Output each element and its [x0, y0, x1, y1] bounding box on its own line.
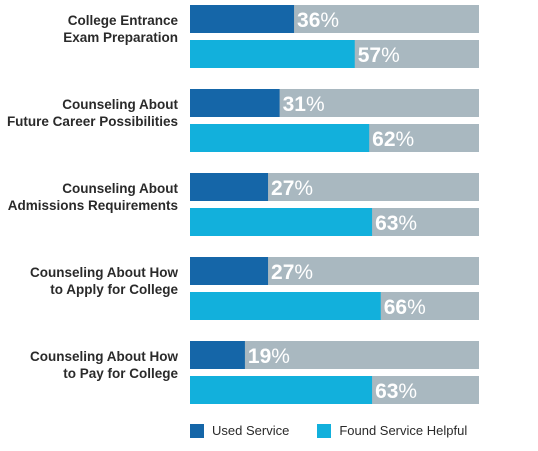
- bar-used-service-5: [190, 341, 245, 369]
- legend-item-used-service: Used Service: [190, 423, 289, 438]
- category-label-5-line-1: Counseling About How: [30, 349, 178, 364]
- bar-found-service-helpful-5: [190, 376, 373, 404]
- data-label-found-service-helpful-4: 66%: [384, 296, 426, 319]
- data-label-found-service-helpful-1: 57%: [358, 44, 400, 67]
- data-label-found-service-helpful-5: 63%: [375, 380, 417, 403]
- data-label-found-service-helpful-2: 62%: [372, 128, 414, 151]
- chart: College Entrance Exam Preparation 36% 57% Co…: [7, 5, 479, 404]
- legend-label-used-service: Used Service: [212, 423, 290, 438]
- data-label-used-service-3: 27%: [271, 177, 313, 200]
- bar-used-service-1: [190, 5, 295, 33]
- bar-used-service-3: [190, 173, 269, 201]
- data-label-found-service-helpful-3: 63%: [375, 212, 417, 235]
- category-label-5-line-2: to Pay for College: [63, 366, 178, 381]
- category-label-1-line-1: College Entrance: [68, 13, 179, 28]
- legend-item-found-service-helpful: Found Service Helpful: [317, 423, 467, 438]
- data-label-used-service-5: 19%: [248, 345, 290, 368]
- category-label-1-line-2: Exam Preparation: [63, 30, 178, 45]
- legend-swatch-used-service: [190, 423, 204, 438]
- category-label-2-line-1: Counseling About: [62, 97, 178, 112]
- category-label-2-line-2: Future Career Possibilities: [7, 114, 178, 129]
- legend-label-found-service-helpful: Found Service Helpful: [339, 423, 468, 438]
- data-label-used-service-2: 31%: [283, 93, 325, 116]
- data-label-used-service-1: 36%: [297, 9, 339, 32]
- category-label-3-line-2: Admissions Requirements: [8, 198, 178, 213]
- bar-found-service-helpful-2: [190, 124, 370, 152]
- legend: Used Service Found Service Helpful: [190, 423, 495, 438]
- bar-found-service-helpful-4: [190, 292, 381, 320]
- category-label-4-line-1: Counseling About How: [30, 265, 178, 280]
- category-label-3-line-1: Counseling About: [62, 181, 178, 196]
- legend-swatch-found-service-helpful: [317, 423, 332, 438]
- bar-found-service-helpful-1: [190, 40, 355, 68]
- bar-found-service-helpful-3: [190, 208, 373, 236]
- bar-used-service-4: [190, 257, 269, 285]
- data-label-used-service-4: 27%: [271, 261, 313, 284]
- category-label-4-line-2: to Apply for College: [50, 282, 178, 297]
- bar-used-service-2: [190, 89, 280, 117]
